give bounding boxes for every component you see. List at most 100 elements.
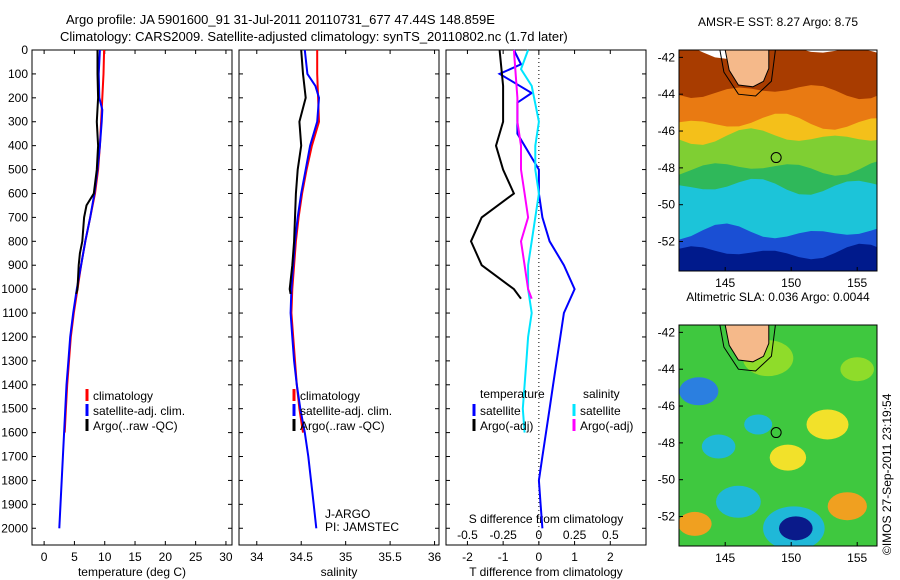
credit-stamp: ©IMOS 27-Sep-2011 23:19:54 xyxy=(880,393,894,555)
sla-anomaly-blob xyxy=(769,444,807,471)
depth-tick-label: 0 xyxy=(21,43,28,57)
salinity-diff-tick-label: 0.5 xyxy=(602,528,619,542)
difference-legend-label: Argo(-adj) xyxy=(580,419,633,433)
depth-tick-label: 2000 xyxy=(1,521,28,535)
depth-tick-label: 1900 xyxy=(1,497,28,511)
sst-map-field xyxy=(679,50,877,271)
difference-legend-label: satellite xyxy=(580,404,621,418)
depth-tick-label: 100 xyxy=(8,67,28,81)
salinity-xtick-label: 35 xyxy=(339,550,353,564)
difference-xtick-label: -1 xyxy=(498,550,509,564)
salinity-diff-axis-label: S difference from climatology xyxy=(469,512,624,526)
depth-tick-label: 1200 xyxy=(1,330,28,344)
salinity-plot-frame xyxy=(238,49,440,546)
sla-lat-label: -42 xyxy=(658,325,676,339)
argo-float-marker xyxy=(770,152,782,164)
depth-tick-label: 800 xyxy=(8,234,28,248)
sla-lat-label: -46 xyxy=(658,399,676,413)
tasmania-land xyxy=(724,325,770,363)
salinity-diff-tick-label: -0.25 xyxy=(489,528,517,542)
temperature-axis-label: temperature (deg C) xyxy=(78,565,186,579)
sla-anomaly-blob xyxy=(827,492,867,521)
sst-color-band xyxy=(679,243,877,271)
difference-series-line xyxy=(469,49,522,300)
difference-legend-label: Argo(-adj) xyxy=(480,419,533,433)
temperature-xtick-label: 0 xyxy=(41,550,48,564)
depth-tick-label: 600 xyxy=(8,186,28,200)
chart-title-line-2: Climatology: CARS2009. Satellite-adjuste… xyxy=(60,29,568,44)
sla-lon-label: 145 xyxy=(715,551,735,565)
sst-lat-label: -42 xyxy=(658,50,676,64)
salinity-series-line xyxy=(289,49,321,529)
sst-lon-label: 155 xyxy=(847,276,867,290)
sla-anomaly-blob xyxy=(716,485,761,518)
sst-lat-label: -44 xyxy=(658,87,676,101)
depth-tick-label: 1700 xyxy=(1,450,28,464)
difference-xtick-label: 0 xyxy=(536,550,543,564)
sla-anomaly-blob xyxy=(744,414,773,435)
salinity-xtick-label: 34.5 xyxy=(290,550,314,564)
temperature-xtick-label: 10 xyxy=(98,550,112,564)
sla-anomaly-blob xyxy=(701,434,736,459)
program-annotation: J-ARGO xyxy=(325,507,370,521)
salinity-xtick-label: 36 xyxy=(428,550,442,564)
salinity-diff-tick-label: -0.5 xyxy=(457,528,478,542)
depth-tick-label: 900 xyxy=(8,258,28,272)
salinity-diff-tick-label: 0.25 xyxy=(563,528,587,542)
sst-map-frame xyxy=(678,49,878,272)
temperature-series-line xyxy=(75,50,100,295)
sla-map-title: Altimetric SLA: 0.036 Argo: 0.0044 xyxy=(686,290,870,304)
sst-lat-label: -48 xyxy=(658,161,676,175)
sla-anomaly-blob xyxy=(779,516,813,541)
argo-float-marker xyxy=(770,427,782,439)
sst-lat-label: -52 xyxy=(658,235,676,249)
sst-lon-label: 150 xyxy=(781,276,801,290)
salinity-legend-label: satellite-adj. clim. xyxy=(300,404,392,418)
sla-lat-label: -52 xyxy=(658,510,676,524)
sla-lon-label: 155 xyxy=(847,551,867,565)
legend-title-temperature: temperature xyxy=(480,387,545,401)
depth-tick-label: 1000 xyxy=(1,282,28,296)
depth-tick-label: 1500 xyxy=(1,402,28,416)
program-annotation: PI: JAMSTEC xyxy=(325,520,399,534)
depth-tick-label: 1800 xyxy=(1,473,28,487)
sla-lat-label: -48 xyxy=(658,436,676,450)
sla-anomaly-blob xyxy=(806,409,849,440)
difference-series-line xyxy=(519,49,540,433)
depth-tick-label: 1600 xyxy=(1,426,28,440)
depth-tick-label: 500 xyxy=(8,163,28,177)
difference-xtick-label: -2 xyxy=(462,550,473,564)
shelf-contour xyxy=(719,50,776,97)
sla-anomaly-blob xyxy=(840,357,874,382)
depth-tick-label: 400 xyxy=(8,139,28,153)
sst-map-title: AMSR-E SST: 8.27 Argo: 8.75 xyxy=(698,15,858,29)
temperature-legend-label: climatology xyxy=(93,389,153,403)
depth-tick-label: 300 xyxy=(8,115,28,129)
sla-anomaly-blob xyxy=(679,511,712,536)
temperature-xtick-label: 5 xyxy=(71,550,78,564)
salinity-series-line xyxy=(288,49,307,295)
salinity-xtick-label: 35.5 xyxy=(378,550,402,564)
legend-title-salinity: salinity xyxy=(583,387,620,401)
depth-tick-label: 1400 xyxy=(1,378,28,392)
depth-tick-label: 1100 xyxy=(2,306,28,320)
salinity-legend-label: Argo(..raw -QC) xyxy=(300,419,385,433)
sla-map-field xyxy=(679,325,877,546)
shelf-contour xyxy=(719,325,776,372)
difference-legend-label: satellite xyxy=(480,404,521,418)
difference-xtick-label: 1 xyxy=(571,550,578,564)
depth-tick-label: 1300 xyxy=(1,354,28,368)
depth-tick-label: 200 xyxy=(8,91,28,105)
difference-plot-frame xyxy=(445,49,647,546)
sla-lon-label: 150 xyxy=(781,551,801,565)
temperature-legend-label: satellite-adj. clim. xyxy=(93,404,185,418)
sst-lon-label: 145 xyxy=(715,276,735,290)
salinity-legend-label: climatology xyxy=(300,389,360,403)
temperature-xtick-label: 15 xyxy=(128,550,142,564)
difference-axis-label: T difference from climatology xyxy=(469,565,623,579)
tasmania-land xyxy=(724,50,770,88)
salinity-axis-label: salinity xyxy=(321,565,358,579)
sla-map-frame xyxy=(678,324,878,547)
sst-lat-label: -46 xyxy=(658,124,676,138)
